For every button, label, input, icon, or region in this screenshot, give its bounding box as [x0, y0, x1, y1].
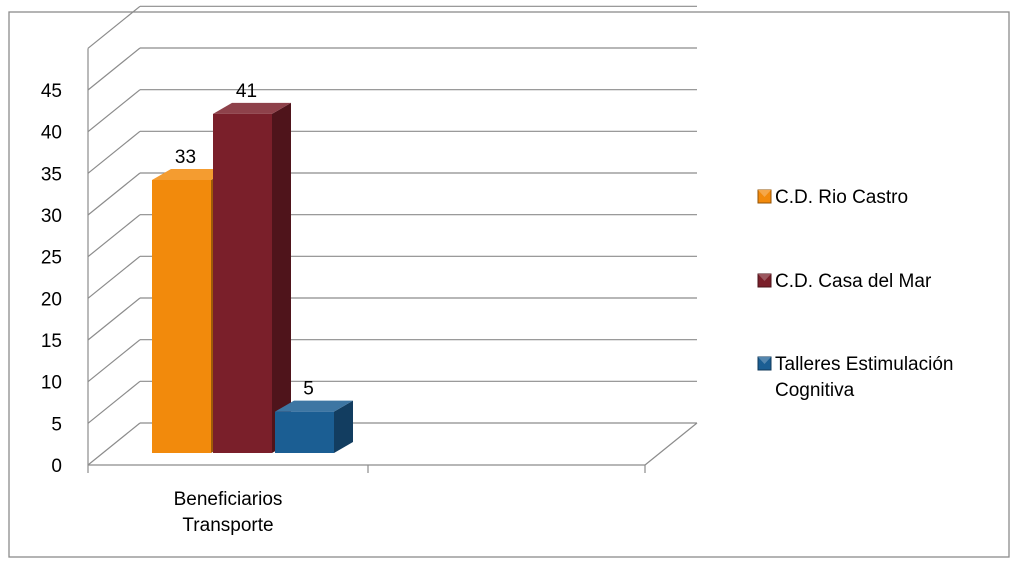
y-tick-label: 40 — [41, 123, 62, 144]
gridline — [87, 89, 141, 133]
bar-top — [213, 102, 291, 114]
y-tick-label: 35 — [41, 164, 62, 185]
gridline — [87, 47, 141, 91]
bar-2 — [213, 102, 291, 454]
data-label: 33 — [175, 147, 196, 168]
bar-front — [152, 180, 211, 453]
floor-edge — [644, 422, 698, 466]
y-tick-label: 30 — [41, 206, 62, 227]
y-axis: 0 5 10 15 20 25 30 35 40 45 — [41, 48, 89, 477]
y-tick-label: 15 — [41, 331, 62, 352]
bars — [152, 102, 353, 454]
legend-label: C.D. Casa del Mar — [775, 271, 932, 292]
legend-label: C.D. Rio Castro — [775, 187, 908, 208]
bar-top — [275, 400, 353, 412]
y-tick-label: 25 — [41, 248, 62, 269]
bar-side — [272, 102, 291, 454]
legend: C.D. Rio Castro C.D. Casa del Mar Talleres… — [757, 187, 953, 401]
legend-swatch-shine — [758, 190, 771, 197]
bar-front — [213, 113, 272, 454]
bar-side — [334, 400, 353, 453]
gridline — [87, 130, 141, 174]
gridline — [87, 255, 141, 299]
gridline — [87, 339, 141, 383]
legend-item-2: C.D. Casa del Mar — [757, 271, 932, 292]
gridline — [87, 5, 141, 49]
gridline — [87, 172, 141, 216]
y-tick-label: 5 — [51, 414, 62, 435]
gridline — [87, 214, 141, 258]
bar-front — [275, 411, 334, 453]
legend-label: Talleres Estimulación Cognitiva — [775, 354, 953, 401]
y-tick-label: 0 — [51, 456, 62, 477]
data-label: 5 — [303, 379, 314, 400]
data-labels: 33 41 5 — [175, 81, 314, 400]
y-tick-label: 45 — [41, 81, 62, 102]
floor-edge — [87, 422, 141, 466]
gridline — [87, 380, 141, 424]
data-label: 41 — [236, 81, 257, 102]
legend-swatch-shine — [758, 357, 771, 364]
legend-item-1: C.D. Rio Castro — [757, 187, 908, 208]
bar-top — [152, 169, 230, 180]
y-tick-label: 10 — [41, 373, 62, 394]
bar-3 — [275, 400, 353, 453]
gridline — [87, 297, 141, 341]
x-axis: Beneficiarios Transporte — [87, 464, 646, 536]
legend-swatch-shine — [758, 274, 771, 281]
legend-item-3: Talleres Estimulación Cognitiva — [757, 354, 953, 401]
x-category-label: Beneficiarios Transporte — [174, 489, 283, 536]
y-tick-label: 20 — [41, 289, 62, 310]
